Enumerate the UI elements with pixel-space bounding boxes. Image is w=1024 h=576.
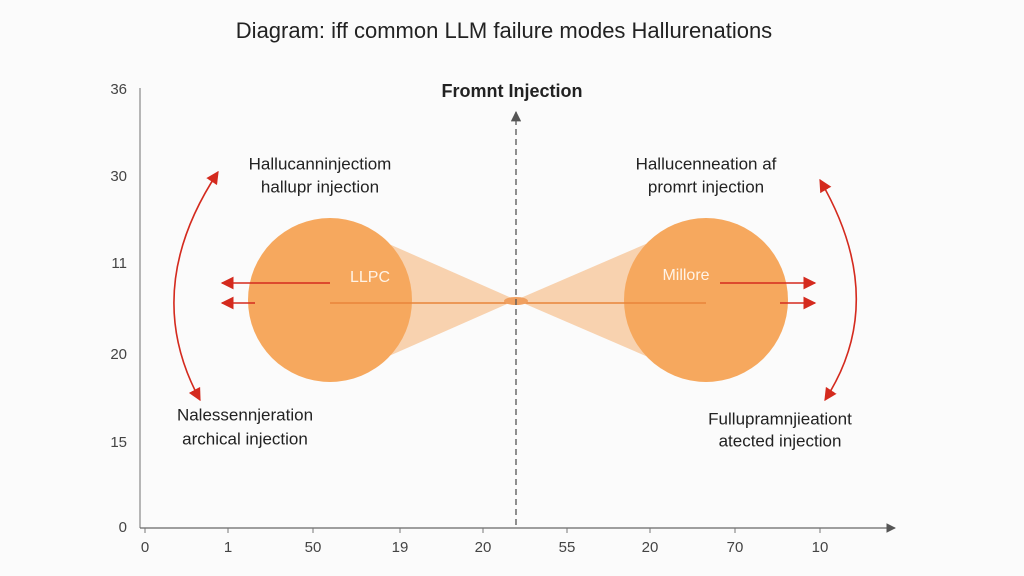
title: Diagram: iff common LLM failure modes Ha… xyxy=(236,18,772,43)
y-tick-label: 30 xyxy=(110,168,127,185)
y-tick-label: 15 xyxy=(110,434,127,451)
x-tick-label: 0 xyxy=(141,539,149,556)
curved-arrow xyxy=(173,170,219,402)
label: Hallucanninjectiom xyxy=(249,154,392,173)
x-tick-label: 20 xyxy=(642,539,659,556)
label: hallupr injection xyxy=(261,177,379,196)
y-tick-label: 11 xyxy=(111,255,127,272)
label: promrt injection xyxy=(648,177,764,196)
label: atected injection xyxy=(719,431,842,450)
x-tick-label: 50 xyxy=(305,539,322,556)
label: Hallucenneation af xyxy=(636,154,777,173)
label: archical injection xyxy=(182,429,308,448)
axis-title: Fromnt Injection xyxy=(442,81,583,101)
x-tick-label: 10 xyxy=(812,539,829,556)
y-tick-label: 0 xyxy=(119,519,127,536)
x-tick-label: 19 xyxy=(392,539,409,556)
y-tick-label: 36 xyxy=(110,81,127,98)
curved-arrow xyxy=(819,178,858,402)
node-label: Millore xyxy=(662,267,709,284)
label: Nalessennjeration xyxy=(177,405,313,424)
x-tick-label: 20 xyxy=(475,539,492,556)
y-tick-label: 20 xyxy=(110,346,127,363)
x-tick-label: 1 xyxy=(224,539,232,556)
arrows xyxy=(173,170,858,402)
label: Fullupramnjieationt xyxy=(708,409,852,428)
node-circle xyxy=(248,218,412,382)
x-tick-label: 55 xyxy=(559,539,576,556)
node-circle xyxy=(624,218,788,382)
cones xyxy=(248,218,788,382)
x-tick-label: 70 xyxy=(727,539,744,556)
node-label: LLPC xyxy=(350,269,390,286)
